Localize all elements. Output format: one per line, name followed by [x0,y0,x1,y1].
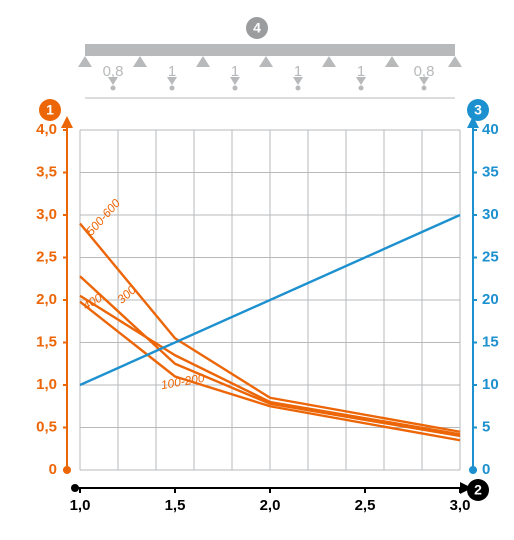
load-dot [422,86,427,91]
right-axis-tick-label: 10 [482,376,499,393]
support-triangle [78,56,92,67]
support-triangle [322,56,336,67]
left-axis-arrow [61,116,73,128]
left-axis-tick-label: 0,5 [36,418,57,435]
support-triangle [196,56,210,67]
left-axis-tick-label: 3,5 [36,163,57,180]
x-axis-tick-label: 1,5 [165,497,186,514]
left-axis-tick-label: 1,0 [36,376,57,393]
right-axis-tick-label: 35 [482,163,499,180]
load-arrow [230,77,240,85]
right-axis-tick-label: 40 [482,121,499,138]
right-axis-tick-label: 0 [482,461,490,478]
load-dot [359,86,364,91]
engineering-chart: 0,811110,8500-600300400100-20000,51,01,5… [0,0,514,540]
x-axis-tick-label: 2,0 [260,497,281,514]
top-beam [85,44,455,56]
load-arrow [167,77,177,85]
right-axis-tick-label: 25 [482,248,499,265]
load-dot [296,86,301,91]
support-triangle [448,56,462,67]
load-arrow [356,77,366,85]
orange-curve-label: 100-200 [160,371,206,392]
support-triangle [259,56,273,67]
badge-4-label: 4 [253,20,261,36]
left-axis-tick-label: 4,0 [36,121,57,138]
x-axis-tick-label: 3,0 [450,497,471,514]
x-axis-origin-dot [71,484,79,492]
x-axis-tick-label: 2,5 [355,497,376,514]
load-arrow [419,77,429,85]
right-axis-tick-label: 15 [482,333,499,350]
load-arrow [293,77,303,85]
left-axis-tick-label: 2,5 [36,248,57,265]
badge-2-label: 2 [474,482,482,498]
right-axis-tick-label: 5 [482,418,490,435]
badge-3-label: 3 [474,102,482,118]
load-dot [233,86,238,91]
left-axis-tick-label: 3,0 [36,206,57,223]
right-axis-tick-label: 30 [482,206,499,223]
left-axis-tick-label: 2,0 [36,291,57,308]
load-dot [170,86,175,91]
right-axis-tick-label: 20 [482,291,499,308]
support-triangle [133,56,147,67]
left-axis-tick-label: 0 [49,461,57,478]
badge-1-label: 1 [46,102,54,118]
load-arrow [108,77,118,85]
x-axis-tick-label: 1,0 [70,497,91,514]
support-triangle [385,56,399,67]
load-dot [111,86,116,91]
orange-curve-label: 500-600 [83,196,123,238]
left-axis-tick-label: 1,5 [36,333,57,350]
